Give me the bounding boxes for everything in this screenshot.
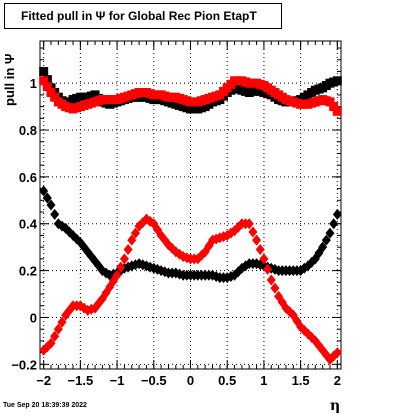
series-3-point xyxy=(53,323,63,335)
series-3-point xyxy=(116,261,126,273)
y-tick-label: −0.2 xyxy=(11,357,37,372)
series-3-point xyxy=(266,274,276,286)
y-tick-label: 1 xyxy=(30,76,37,91)
series-1-point xyxy=(325,97,335,107)
x-tick-label: −0.5 xyxy=(141,373,167,388)
series-0-point xyxy=(39,66,49,76)
x-tick-label: 1 xyxy=(260,373,267,388)
x-tick-label: 1.5 xyxy=(292,373,310,388)
series-3-point xyxy=(57,316,67,328)
series-1-point xyxy=(329,102,339,112)
series-3-point xyxy=(244,218,254,230)
series-1-point xyxy=(39,76,49,86)
series-2-point xyxy=(50,208,60,220)
series-2-point xyxy=(325,227,335,239)
series-3-point xyxy=(127,234,137,246)
x-tick-label: 0.5 xyxy=(218,373,236,388)
series-3-point xyxy=(130,227,140,239)
x-tick-label: −1.5 xyxy=(68,373,94,388)
series-3-point xyxy=(259,253,269,265)
tick-labels: −2 −1.5 −1 −0.5 0 0.5 1 1.5 2 −0.2 0 0.2 0.4 0.6 0.8 1 xyxy=(11,76,341,388)
series-2-point xyxy=(318,241,328,253)
series-3-point xyxy=(332,347,342,359)
series-1-point xyxy=(50,92,60,102)
series-3-point xyxy=(263,263,273,275)
x-tick-label: 0 xyxy=(187,373,194,388)
y-tick-label: 0.8 xyxy=(19,123,37,138)
series-3-point xyxy=(174,248,184,260)
y-axis-label: pull in Ψ xyxy=(2,53,17,106)
x-tick-label: −1 xyxy=(110,373,125,388)
series-3-point xyxy=(119,253,129,265)
series-2-point xyxy=(329,218,339,230)
series-3-point xyxy=(255,244,265,256)
x-tick-label: 2 xyxy=(334,373,341,388)
series-3-point xyxy=(123,244,133,256)
y-tick-label: 0.4 xyxy=(19,217,38,232)
series-3-point xyxy=(112,269,122,281)
y-tick-label: 0.6 xyxy=(19,170,37,185)
data-markers xyxy=(39,66,342,366)
x-axis-label: η xyxy=(330,398,341,414)
series-2-point xyxy=(321,234,331,246)
series-1-point xyxy=(42,82,52,92)
series-2-point xyxy=(42,192,52,204)
series-3-point xyxy=(50,330,60,342)
timestamp: Tue Sep 20 18:39:39 2022 xyxy=(3,402,87,409)
grid-lines xyxy=(40,41,341,369)
series-2-point xyxy=(46,199,56,211)
series-1-point xyxy=(46,88,56,98)
x-tick-label: −2 xyxy=(36,373,51,388)
y-tick-label: 0.2 xyxy=(19,264,37,279)
series-3-point xyxy=(252,234,262,246)
y-tick-label: 0 xyxy=(30,310,37,325)
series-0-point xyxy=(332,76,342,86)
series-3-point xyxy=(270,282,280,294)
chart-title: Fitted pull in Ψ for Global Rec Pion Eta… xyxy=(4,3,282,29)
series-1-point xyxy=(332,106,342,116)
series-2-point xyxy=(39,185,49,197)
series-2-point xyxy=(332,208,342,220)
series-3-point xyxy=(46,337,56,349)
series-3-point xyxy=(248,226,258,238)
axis-ticks xyxy=(40,41,341,369)
